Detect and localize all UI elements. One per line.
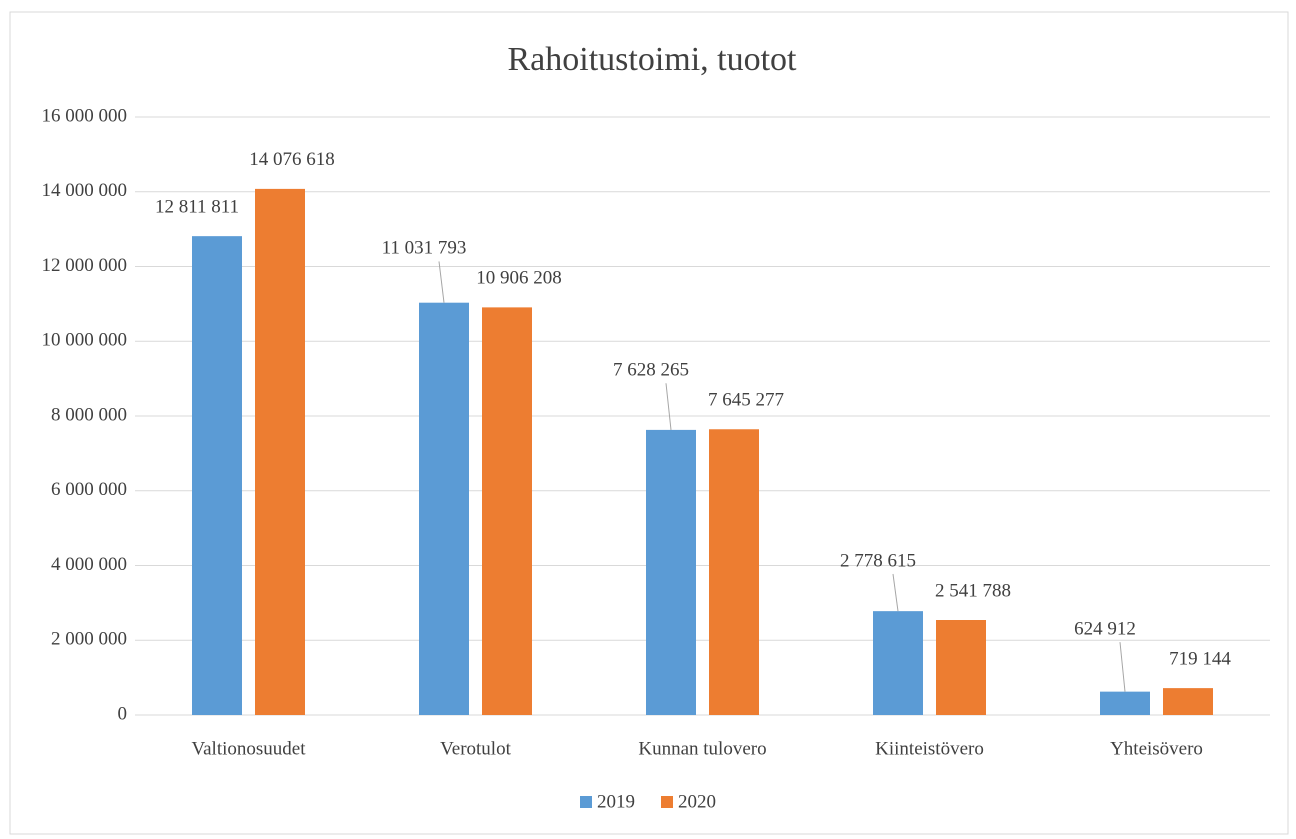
bar — [1100, 691, 1150, 715]
y-tick-label: 14 000 000 — [42, 180, 128, 201]
bar — [482, 307, 532, 715]
bar — [646, 429, 696, 715]
y-tick-label: 12 000 000 — [42, 255, 128, 276]
data-label: 719 144 — [1169, 648, 1231, 669]
bar — [1163, 688, 1213, 715]
data-label: 2 778 615 — [840, 550, 916, 571]
x-tick-label: Yhteisövero — [1110, 738, 1203, 759]
legend-label: 2019 — [597, 791, 635, 812]
legend-swatch — [661, 796, 673, 808]
chart-title: Rahoitustoimi, tuotot — [507, 41, 797, 78]
bar — [419, 302, 469, 715]
x-tick-label: Verotulot — [440, 738, 511, 759]
y-tick-label: 16 000 000 — [42, 105, 128, 126]
data-label: 2 541 788 — [935, 580, 1011, 601]
y-tick-label: 4 000 000 — [51, 554, 127, 575]
bar — [255, 188, 305, 715]
bar — [709, 429, 759, 715]
data-label: 11 031 793 — [382, 238, 467, 259]
x-tick-label: Valtionosuudet — [192, 738, 307, 759]
legend-label: 2020 — [678, 791, 716, 812]
leader-line — [665, 383, 672, 430]
bar — [192, 236, 242, 715]
data-label: 14 076 618 — [249, 149, 335, 170]
data-label: 12 811 811 — [155, 197, 239, 218]
data-label: 10 906 208 — [476, 268, 562, 289]
x-tick-label: Kiinteistövero — [875, 738, 984, 759]
data-label: 624 912 — [1074, 618, 1136, 639]
bar — [873, 611, 923, 715]
leader-line — [438, 261, 445, 303]
y-tick-label: 10 000 000 — [42, 330, 128, 351]
y-tick-label: 8 000 000 — [51, 404, 127, 425]
data-label: 7 628 265 — [613, 360, 689, 381]
data-label: 7 645 277 — [708, 390, 784, 411]
leader-line — [1119, 642, 1126, 692]
bar — [936, 620, 986, 715]
y-tick-label: 6 000 000 — [51, 479, 127, 500]
leader-line — [892, 573, 899, 612]
y-tick-label: 0 — [118, 703, 128, 724]
legend-swatch — [580, 796, 592, 808]
x-tick-label: Kunnan tulovero — [638, 738, 766, 759]
y-tick-label: 2 000 000 — [51, 629, 127, 650]
